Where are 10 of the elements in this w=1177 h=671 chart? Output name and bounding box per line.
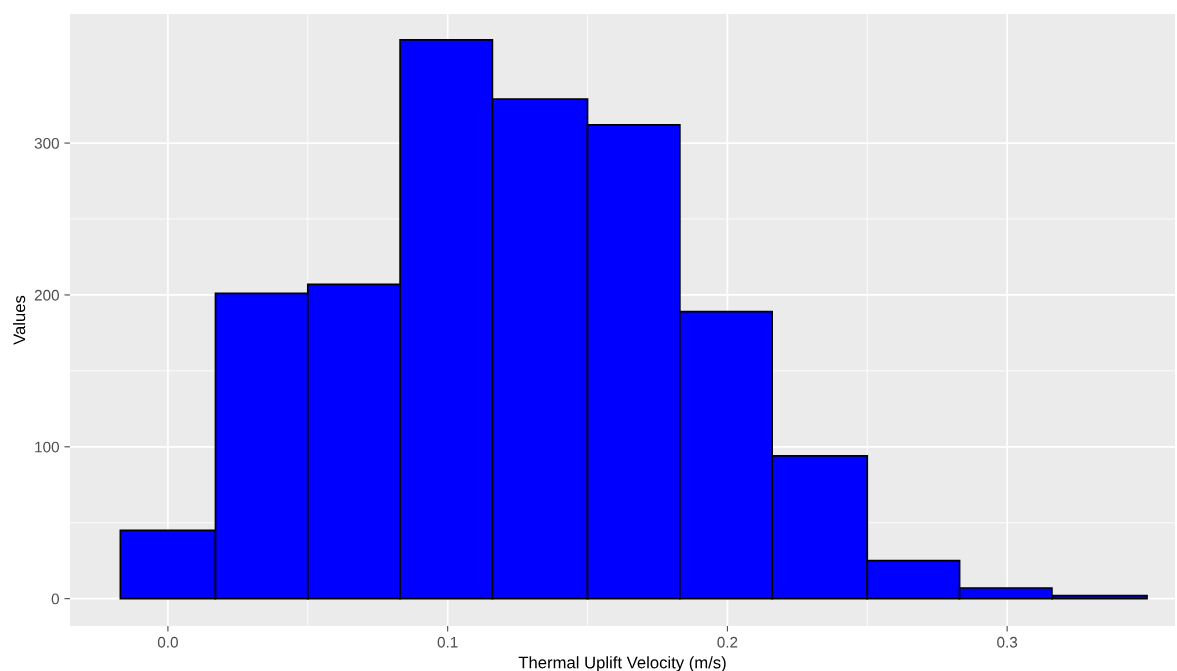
x-tick-label: 0.3 (997, 636, 1018, 648)
y-tick-label: 200 (34, 289, 59, 301)
y-tick-label: 100 (35, 441, 59, 453)
x-tick-label: 0.0 (157, 636, 178, 648)
x-axis-title: Thermal Uplift Velocity (m/s) (518, 656, 726, 671)
x-tick-label: 0.1 (437, 636, 458, 648)
y-axis-title: Values (13, 295, 26, 345)
y-tick-label: 300 (34, 137, 59, 149)
x-tick-label: 0.2 (717, 636, 738, 648)
y-tick-label: 0 (51, 593, 59, 605)
